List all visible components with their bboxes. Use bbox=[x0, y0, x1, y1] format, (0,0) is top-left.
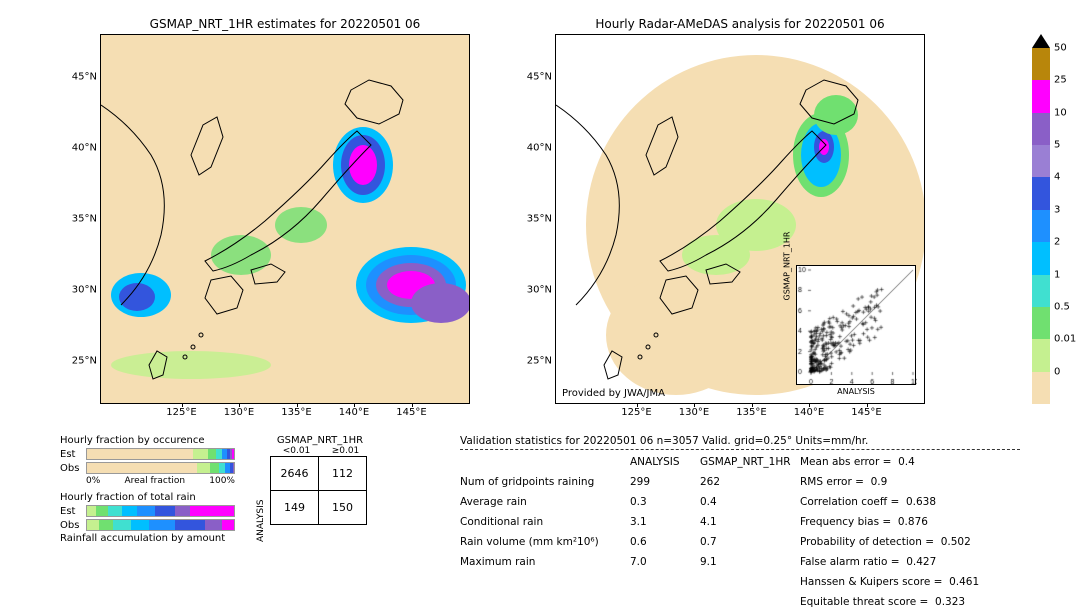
colorbar-seg bbox=[1032, 113, 1050, 145]
colorbar-label: 50 bbox=[1050, 43, 1067, 54]
validation-col-stats: Mean abs error = 0.4RMS error = 0.9Corre… bbox=[800, 452, 1020, 612]
frac-row-label: Obs bbox=[60, 463, 86, 474]
frac-bar bbox=[86, 519, 235, 531]
y-tick-label: 25°N bbox=[527, 355, 556, 366]
frac-bar bbox=[86, 462, 235, 474]
frac-rain-title: Hourly fraction of total rain bbox=[60, 492, 235, 503]
y-tick-label: 30°N bbox=[72, 284, 101, 295]
validation-col-analysis: ANALYSIS2990.33.10.67.0 bbox=[630, 452, 700, 612]
colorbar-arrow bbox=[1032, 34, 1050, 48]
map-credit: Provided by JWA/JMA bbox=[562, 388, 665, 399]
right-map-panel: Hourly Radar-AMeDAS analysis for 2022050… bbox=[555, 34, 925, 404]
ct-cell-00: 2646 bbox=[271, 457, 319, 491]
colorbar-label: 1 bbox=[1050, 269, 1060, 280]
y-tick-label: 40°N bbox=[527, 143, 556, 154]
colorbar-seg bbox=[1032, 48, 1050, 80]
frac-bar bbox=[86, 505, 235, 517]
colorbar-seg bbox=[1032, 339, 1050, 371]
colorbar-label: 0 bbox=[1050, 366, 1060, 377]
colorbar-label: 10 bbox=[1050, 107, 1067, 118]
validation-col-names: Num of gridpoints rainingAverage rainCon… bbox=[460, 452, 630, 612]
ct-cell-10: 149 bbox=[271, 491, 319, 525]
colorbar-label: 5 bbox=[1050, 140, 1060, 151]
validation-col-gsmap: GSMAP_NRT_1HR2620.44.10.79.1 bbox=[700, 452, 800, 612]
colorbar-seg bbox=[1032, 372, 1050, 404]
frac-row-label: Est bbox=[60, 449, 86, 460]
right-map-title: Hourly Radar-AMeDAS analysis for 2022050… bbox=[556, 17, 924, 31]
validation-block: Validation statistics for 20220501 06 n=… bbox=[460, 435, 1020, 612]
scatter-xlabel: ANALYSIS bbox=[797, 387, 915, 396]
y-tick-label: 40°N bbox=[72, 143, 101, 154]
validation-title: Validation statistics for 20220501 06 n=… bbox=[460, 435, 1020, 447]
colorbar-label: 2 bbox=[1050, 237, 1060, 248]
colorbar-label: 25 bbox=[1050, 75, 1067, 86]
left-map-fill bbox=[101, 35, 469, 403]
colorbar: 502510543210.50.010 bbox=[1032, 34, 1050, 404]
frac-bar bbox=[86, 448, 235, 460]
left-map-title: GSMAP_NRT_1HR estimates for 20220501 06 bbox=[101, 17, 469, 31]
left-map-panel: GSMAP_NRT_1HR estimates for 20220501 06 … bbox=[100, 34, 470, 404]
frac-row-label: Obs bbox=[60, 520, 86, 531]
colorbar-label: 0.01 bbox=[1050, 334, 1076, 345]
y-tick-label: 25°N bbox=[72, 355, 101, 366]
frac-occ-axis: 0%Areal fraction100% bbox=[60, 476, 235, 486]
y-tick-label: 35°N bbox=[527, 214, 556, 225]
colorbar-label: 0.5 bbox=[1050, 301, 1070, 312]
ct-col-header: GSMAP_NRT_1HR bbox=[270, 435, 370, 446]
ct-row-header: ANALYSIS bbox=[256, 486, 266, 556]
validation-divider bbox=[460, 449, 1020, 450]
colorbar-seg bbox=[1032, 80, 1050, 112]
frac-rain-footnote: Rainfall accumulation by amount bbox=[60, 533, 235, 544]
ct-cell-11: 150 bbox=[319, 491, 367, 525]
y-tick-label: 45°N bbox=[527, 72, 556, 83]
ct-cell-01: 112 bbox=[319, 457, 367, 491]
scatter-canvas bbox=[797, 266, 917, 386]
y-tick-label: 45°N bbox=[72, 72, 101, 83]
scatter-ylabel: GSMAP_NRT_1HR bbox=[783, 206, 792, 326]
contingency-table: GSMAP_NRT_1HR <0.01 ≥0.01 ANALYSIS 2646 … bbox=[270, 435, 370, 525]
colorbar-label: 3 bbox=[1050, 204, 1060, 215]
colorbar-seg bbox=[1032, 210, 1050, 242]
colorbar-seg bbox=[1032, 275, 1050, 307]
figure-root: GSMAP_NRT_1HR estimates for 20220501 06 … bbox=[0, 0, 1080, 612]
scatter-inset: ANALYSIS GSMAP_NRT_1HR bbox=[796, 265, 916, 385]
y-tick-label: 30°N bbox=[527, 284, 556, 295]
colorbar-label: 4 bbox=[1050, 172, 1060, 183]
colorbar-seg bbox=[1032, 145, 1050, 177]
frac-occ-title: Hourly fraction by occurence bbox=[60, 435, 235, 446]
colorbar-seg bbox=[1032, 307, 1050, 339]
ct-col-lt: <0.01 bbox=[283, 446, 311, 456]
colorbar-seg bbox=[1032, 177, 1050, 209]
fraction-bars: Hourly fraction by occurence Est Obs 0%Area… bbox=[60, 435, 235, 546]
frac-row-label: Est bbox=[60, 506, 86, 517]
colorbar-seg bbox=[1032, 242, 1050, 274]
y-tick-label: 35°N bbox=[72, 214, 101, 225]
ct-col-ge: ≥0.01 bbox=[332, 446, 360, 456]
